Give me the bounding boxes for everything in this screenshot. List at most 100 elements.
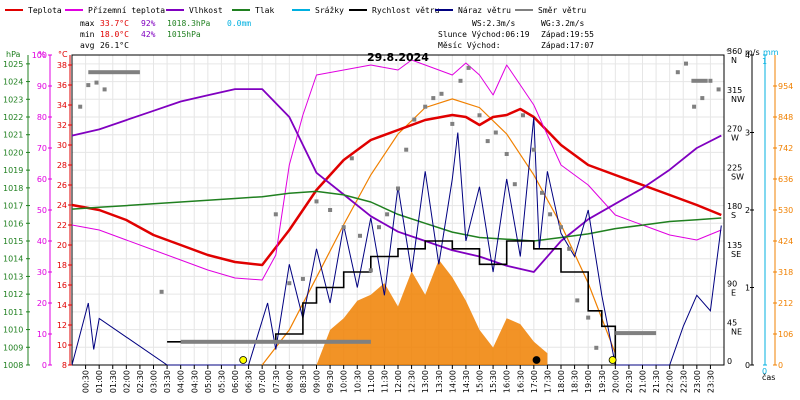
wind-direction-point — [412, 117, 417, 122]
wind-direction-point — [540, 190, 544, 195]
info-moon-set: Západ:17:07 — [541, 41, 594, 50]
legend-label: Srážky — [315, 6, 344, 15]
marker-layer — [239, 356, 617, 364]
wind-direction-point — [716, 87, 721, 92]
wind-direction-point — [493, 130, 498, 135]
series-line-wind-gust — [71, 116, 722, 366]
series-line-teplota — [71, 107, 722, 267]
direction-tick-dir: E — [731, 289, 736, 298]
x-tick-label: 09:30 — [326, 370, 335, 393]
rain-tick-label: 1 — [762, 57, 767, 66]
wind-tick-label: 1 — [745, 284, 750, 293]
x-tick-label: 07:00 — [258, 370, 267, 393]
x-tick-label: 00:30 — [82, 370, 91, 393]
temperature-tick-label: 20 — [57, 241, 67, 250]
x-tick-label: 04:00 — [177, 370, 186, 393]
wind-direction-point — [485, 139, 490, 144]
x-tick-label: 16:30 — [516, 370, 525, 393]
stat-min-press: 1015hPa — [167, 30, 201, 39]
x-tick-label: 02:30 — [136, 370, 145, 393]
temperature-tick-label: 34 — [57, 101, 67, 110]
marker-sunset — [608, 356, 617, 364]
wind-tick-label: 0 — [745, 361, 750, 370]
x-tick-label: 15:30 — [489, 370, 498, 393]
wind-direction-point — [287, 281, 292, 286]
wind-direction-bar — [180, 339, 371, 344]
wind-direction-point — [692, 104, 697, 109]
x-tick-label: 19:30 — [598, 370, 607, 393]
stat-max-temp: 33.7°C — [100, 19, 129, 28]
wind-direction-point — [504, 152, 509, 156]
humidity-tick-label: 50 — [37, 206, 47, 215]
x-tick-label: 14:30 — [462, 370, 471, 393]
wind-direction-point — [423, 104, 428, 109]
x-tick-label: 19:00 — [584, 370, 593, 393]
marker-moonset — [532, 356, 541, 364]
wind-direction-point — [477, 113, 482, 118]
x-tick-label: 22:30 — [679, 370, 688, 393]
wind-direction-point — [708, 78, 713, 83]
pressure-tick-label: 1014 — [3, 255, 23, 264]
direction-tick-dir: NW — [731, 95, 745, 104]
wind-direction-point — [78, 104, 83, 109]
stat-avg-temp: 26.1°C — [100, 41, 129, 50]
direction-tick-label: 45 — [727, 318, 737, 327]
stat-min-hum: 42% — [141, 30, 156, 39]
temperature-tick-label: 18 — [57, 261, 67, 270]
x-tick-label: 06:00 — [231, 370, 240, 393]
direction-tick-label: 360 — [727, 47, 742, 56]
series-line-tlak — [71, 190, 722, 242]
wind-direction-point — [559, 225, 563, 230]
humidity-tick-label: 10 — [37, 330, 47, 339]
pressure-tick-label: 1008 — [3, 361, 23, 370]
temperature-tick-label: 28 — [57, 161, 67, 170]
legend-label: Vlhkost — [189, 6, 223, 15]
rain-axis-unit: mm — [763, 48, 779, 57]
x-tick-label: 21:30 — [652, 370, 661, 393]
wind-direction-point — [314, 199, 319, 204]
series-layer — [71, 59, 722, 366]
temperature-tick-label: 16 — [57, 281, 67, 290]
direction-tick-label: 315 — [727, 86, 742, 95]
info-sun-set: Západ:19:55 — [541, 30, 594, 39]
wind-direction-point — [675, 70, 680, 75]
temperature-tick-label: 36 — [57, 81, 67, 90]
wind-direction-point — [521, 113, 525, 118]
x-tick-label: 12:30 — [408, 370, 417, 393]
temperature-tick-label: 30 — [57, 141, 67, 150]
solar-tick-label: 212 — [778, 299, 793, 308]
x-tick-label: 14:00 — [448, 370, 457, 393]
x-tick-label: 03:00 — [150, 370, 159, 393]
wind-direction-bar — [615, 331, 657, 336]
wind-direction-point — [94, 80, 99, 85]
wind-direction-point — [450, 121, 455, 126]
humidity-tick-label: 100 — [32, 51, 47, 60]
stat-min-temp: 18.0°C — [100, 30, 129, 39]
legend-label: Teplota — [28, 6, 62, 15]
humidity-tick-label: 70 — [37, 144, 47, 153]
x-tick-label: 07:30 — [272, 370, 281, 393]
series-line-wind-speed — [167, 240, 617, 365]
wind-direction-point — [700, 96, 705, 101]
x-tick-label: 05:00 — [204, 370, 213, 393]
wind-tick-label: 3 — [745, 129, 750, 138]
pressure-tick-label: 1016 — [3, 219, 23, 228]
solar-tick-label: 106 — [778, 330, 793, 339]
x-tick-label: 01:00 — [95, 370, 104, 393]
wind-direction-point — [273, 212, 278, 217]
marker-sunrise — [239, 356, 248, 364]
stat-avg-label: avg — [80, 41, 95, 50]
pressure-axis-unit: hPa — [6, 50, 21, 59]
legend-label: Rychlost větru — [372, 6, 440, 15]
wind-direction-point — [368, 268, 373, 273]
wind-axis-unit: m/s — [745, 48, 760, 57]
direction-tick-label: 270 — [727, 125, 742, 134]
wind-direction-point — [684, 61, 688, 66]
humidity-axis-unit: % — [38, 50, 46, 59]
direction-tick-dir: N — [731, 56, 737, 65]
legend: Teplota Přízemní teplota Vlhkost Tlak Srážky… — [5, 6, 586, 15]
wind-direction-point — [531, 147, 536, 152]
pressure-tick-label: 1025 — [3, 60, 23, 69]
humidity-tick-label: 0 — [42, 361, 47, 370]
pressure-tick-label: 1012 — [3, 290, 23, 299]
